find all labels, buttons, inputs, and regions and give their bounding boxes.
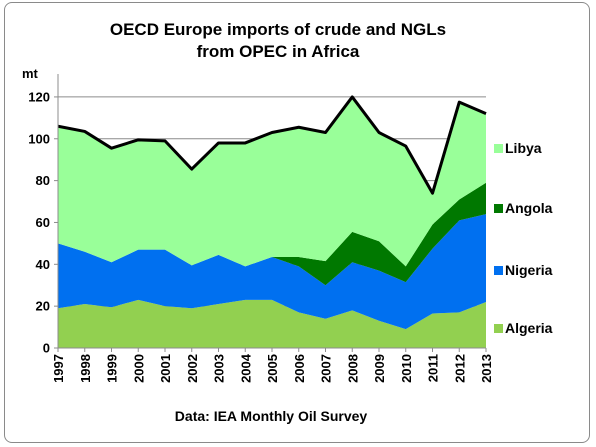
area-nigeria (58, 214, 486, 330)
x-tick-label: 2000 (131, 354, 146, 383)
y-tick-label: 80 (36, 173, 50, 188)
area-angola (58, 182, 486, 286)
legend-swatch-nigeria (494, 266, 503, 275)
legend-label-nigeria: Nigeria (505, 262, 553, 278)
legend-swatch-algeria (494, 324, 503, 333)
legend-label-angola: Angola (505, 200, 553, 216)
x-tick-label: 2003 (212, 354, 227, 383)
y-tick-label: 40 (36, 257, 50, 272)
x-tick-label: 2001 (158, 354, 173, 383)
area-libya (58, 96, 486, 267)
x-tick-label: 2002 (185, 354, 200, 383)
legend-label-libya: Libya (505, 140, 542, 156)
chart-title-line-1: OECD Europe imports of crude and NGLs (110, 20, 446, 39)
data-source-note: Data: IEA Monthly Oil Survey (175, 408, 368, 424)
x-tick-label: 2009 (372, 354, 387, 383)
x-tick-label: 2013 (479, 354, 494, 383)
y-tick-label: 100 (28, 131, 50, 146)
x-tick-label: 2012 (452, 354, 467, 383)
y-tick-label: 120 (28, 89, 50, 104)
y-tick-label: 60 (36, 215, 50, 230)
y-axis-label: mt (22, 66, 39, 81)
legend-label-algeria: Algeria (505, 320, 553, 336)
x-tick-label: 2008 (345, 354, 360, 383)
x-tick-label: 2010 (399, 354, 414, 383)
x-tick-label: 2011 (426, 354, 441, 382)
x-tick-label: 1999 (105, 354, 120, 383)
x-tick-label: 2005 (265, 354, 280, 383)
legend: Libya Angola Nigeria Algeria (494, 140, 553, 336)
y-tick-label: 20 (36, 299, 50, 314)
legend-swatch-libya (494, 144, 503, 153)
x-tick-label: 2006 (292, 354, 307, 383)
legend-swatch-angola (494, 204, 503, 213)
x-tick-label: 2004 (238, 353, 253, 383)
y-tick-label: 0 (43, 341, 50, 356)
x-tick-label: 2007 (319, 354, 334, 383)
chart-title-line-2: from OPEC in Africa (197, 42, 360, 61)
x-tick-label: 1998 (78, 354, 93, 383)
x-tick-label: 1997 (51, 354, 66, 383)
area-algeria (58, 299, 486, 348)
total-line (57, 95, 487, 195)
plot-area: 0 20 40 60 80 100 120 1997 1998 1999 2000 2001 2002 2… (28, 74, 494, 383)
